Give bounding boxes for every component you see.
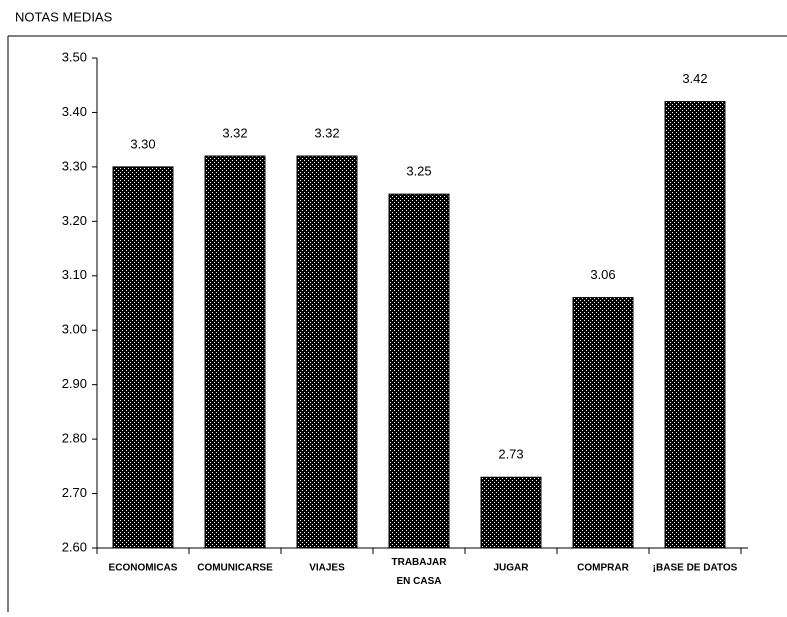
bar bbox=[296, 155, 358, 549]
bar bbox=[112, 166, 174, 549]
value-label: 3.42 bbox=[682, 71, 707, 86]
y-tick-label: 2.70 bbox=[62, 485, 87, 500]
value-label: 3.32 bbox=[314, 125, 339, 140]
y-tick-label: 3.50 bbox=[62, 49, 87, 64]
y-tick-label: 3.00 bbox=[62, 322, 87, 337]
bar bbox=[204, 155, 266, 549]
x-tick-label: ECONOMICAS bbox=[109, 563, 178, 574]
x-tick-label: ¡BASE DE DATOS bbox=[653, 563, 738, 574]
chart-title: NOTAS MEDIAS bbox=[15, 9, 113, 24]
value-label: 3.25 bbox=[406, 164, 431, 179]
y-tick-label: 3.20 bbox=[62, 213, 87, 228]
y-tick-label: 2.90 bbox=[62, 376, 87, 391]
value-label: 2.73 bbox=[498, 447, 523, 462]
x-tick-label: COMPRAR bbox=[577, 563, 629, 574]
x-tick-label: COMUNICARSE bbox=[197, 563, 273, 574]
x-tick-label: JUGAR bbox=[493, 563, 529, 574]
bar bbox=[388, 193, 450, 549]
bar bbox=[572, 297, 634, 549]
x-tick-label: VIAJES bbox=[309, 563, 345, 574]
y-tick-label: 3.40 bbox=[62, 104, 87, 119]
y-tick-label: 3.30 bbox=[62, 158, 87, 173]
x-tick-label: TRABAJAR EN CASA bbox=[392, 557, 448, 587]
y-tick-label: 2.60 bbox=[62, 539, 87, 554]
value-label: 3.06 bbox=[590, 267, 615, 282]
value-label: 3.30 bbox=[130, 136, 155, 151]
y-tick-label: 3.10 bbox=[62, 267, 87, 282]
value-label: 3.32 bbox=[222, 125, 247, 140]
bar bbox=[664, 101, 726, 549]
bar bbox=[480, 476, 542, 549]
y-tick-label: 2.80 bbox=[62, 431, 87, 446]
